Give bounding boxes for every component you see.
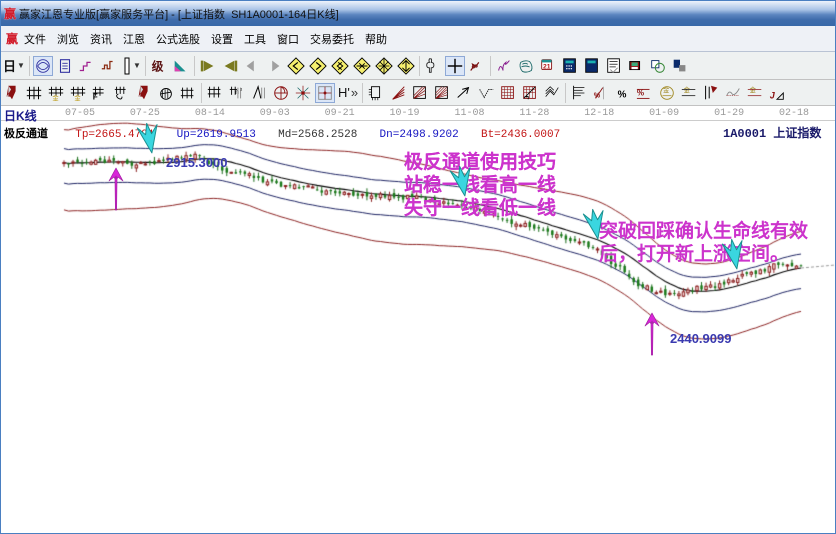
svg-text:%: % (637, 88, 644, 97)
svg-text:F: F (93, 92, 98, 101)
svg-text:级: 级 (152, 59, 164, 73)
svg-text:%: % (618, 89, 627, 100)
svg-text:金: 金 (74, 93, 81, 102)
svg-text:%: % (594, 90, 601, 99)
svg-text:J: J (770, 90, 776, 100)
svg-text:金: 金 (663, 85, 670, 94)
svg-text:21: 21 (543, 63, 551, 70)
svg-text:2: 2 (240, 87, 243, 92)
svg-text:金: 金 (52, 93, 59, 102)
svg-text:n: n (235, 88, 239, 95)
